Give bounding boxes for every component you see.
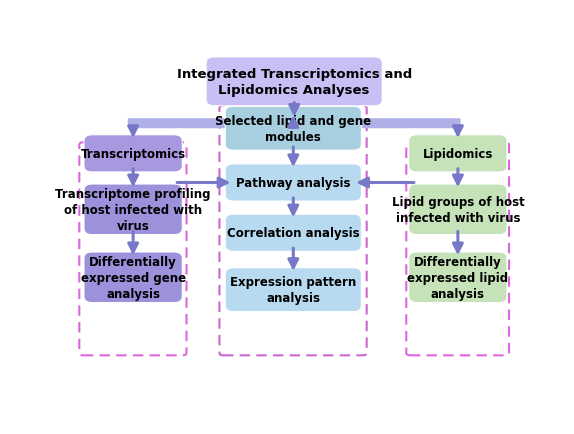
Text: Lipid groups of host
infected with virus: Lipid groups of host infected with virus <box>391 195 524 224</box>
FancyBboxPatch shape <box>409 184 507 235</box>
FancyBboxPatch shape <box>84 184 183 235</box>
FancyBboxPatch shape <box>206 58 382 107</box>
Text: Transcriptome profiling
of host infected with
virus: Transcriptome profiling of host infected… <box>55 187 211 232</box>
Text: Correlation analysis: Correlation analysis <box>227 227 359 240</box>
Text: Differentially
expressed gene
analysis: Differentially expressed gene analysis <box>80 255 186 300</box>
Text: Selected lipid and gene
modules: Selected lipid and gene modules <box>215 115 371 143</box>
Text: Differentially
expressed lipid
analysis: Differentially expressed lipid analysis <box>408 255 509 300</box>
Text: Expression pattern
analysis: Expression pattern analysis <box>230 276 356 305</box>
FancyBboxPatch shape <box>225 107 362 151</box>
FancyBboxPatch shape <box>409 253 507 303</box>
Text: Transcriptomics: Transcriptomics <box>80 148 186 161</box>
Text: Pathway analysis: Pathway analysis <box>236 177 351 190</box>
FancyBboxPatch shape <box>225 164 362 202</box>
Text: Lipidomics: Lipidomics <box>422 148 493 161</box>
FancyBboxPatch shape <box>128 119 460 129</box>
FancyBboxPatch shape <box>409 135 507 173</box>
FancyBboxPatch shape <box>225 268 362 312</box>
Text: Integrated Transcriptomics and
Lipidomics Analyses: Integrated Transcriptomics and Lipidomic… <box>177 68 412 97</box>
FancyBboxPatch shape <box>225 215 362 252</box>
FancyBboxPatch shape <box>84 135 183 173</box>
FancyBboxPatch shape <box>84 253 183 303</box>
